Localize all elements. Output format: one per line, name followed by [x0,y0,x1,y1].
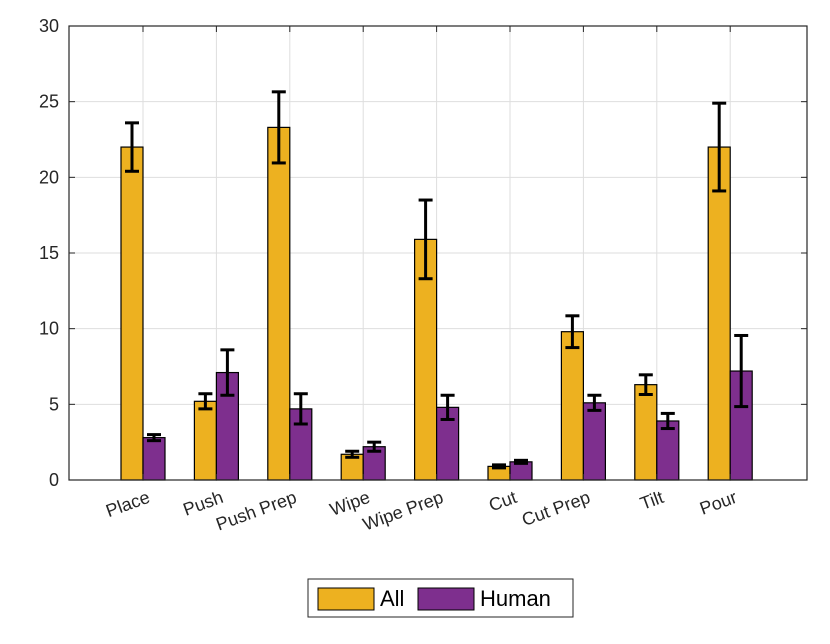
error-bar-all-wipe-prep [418,198,433,281]
error-bar-human-push-prep [293,392,308,426]
y-tick-label: 20 [39,167,59,187]
bar-all-cut-prep [560,331,585,481]
bar-all-push [193,400,217,481]
x-tick-label: Wipe Prep [360,487,446,535]
y-tick-label: 25 [39,92,59,112]
error-bar-human-cut-prep [587,393,602,412]
x-tick-label: Place [103,487,152,521]
x-tick-label: Tilt [637,487,666,514]
error-bar-all-cut [492,463,506,470]
y-tick-label: 15 [39,243,59,263]
legend-label-human: Human [480,586,551,611]
error-bar-all-push [198,392,213,411]
error-bar-all-push-prep [271,90,286,165]
error-bar-all-cut-prep [565,314,580,350]
error-bar-all-wipe [345,449,360,459]
legend-label-all: All [380,586,404,611]
y-tick-label: 10 [39,319,59,339]
bar-all-place [120,146,144,481]
bar-all-push-prep [267,126,291,481]
bar-human-cut-prep [582,402,607,481]
y-axis: 0 5 10 15 20 25 30 [39,16,807,490]
bar-all-pour [707,146,731,481]
x-tick-label: Push Prep [213,487,299,535]
y-tick-label: 30 [39,16,59,36]
error-bar-human-pour [734,333,749,409]
bar-all-tilt [634,384,658,481]
x-tick-label: Cut Prep [519,487,593,530]
error-bar-all-tilt [638,373,653,396]
legend-swatch-all [317,587,375,611]
y-tick-label: 0 [49,470,59,490]
error-bar-human-wipe [367,440,382,453]
x-tick-label: Pour [697,487,740,519]
bar-human-place [142,437,166,481]
error-bar-all-pour [712,101,727,193]
x-tick-label: Cut [486,487,519,515]
error-bar-human-wipe-prep [440,393,455,421]
legend: All Human [307,578,574,618]
error-bars [125,90,749,470]
error-bar-human-cut [514,458,528,465]
y-tick-label: 5 [49,394,59,414]
error-bar-human-place [147,433,161,443]
error-bar-human-tilt [660,411,675,431]
legend-swatch-human [417,587,475,611]
error-bar-all-place [125,121,139,173]
error-bar-human-push [220,348,235,397]
